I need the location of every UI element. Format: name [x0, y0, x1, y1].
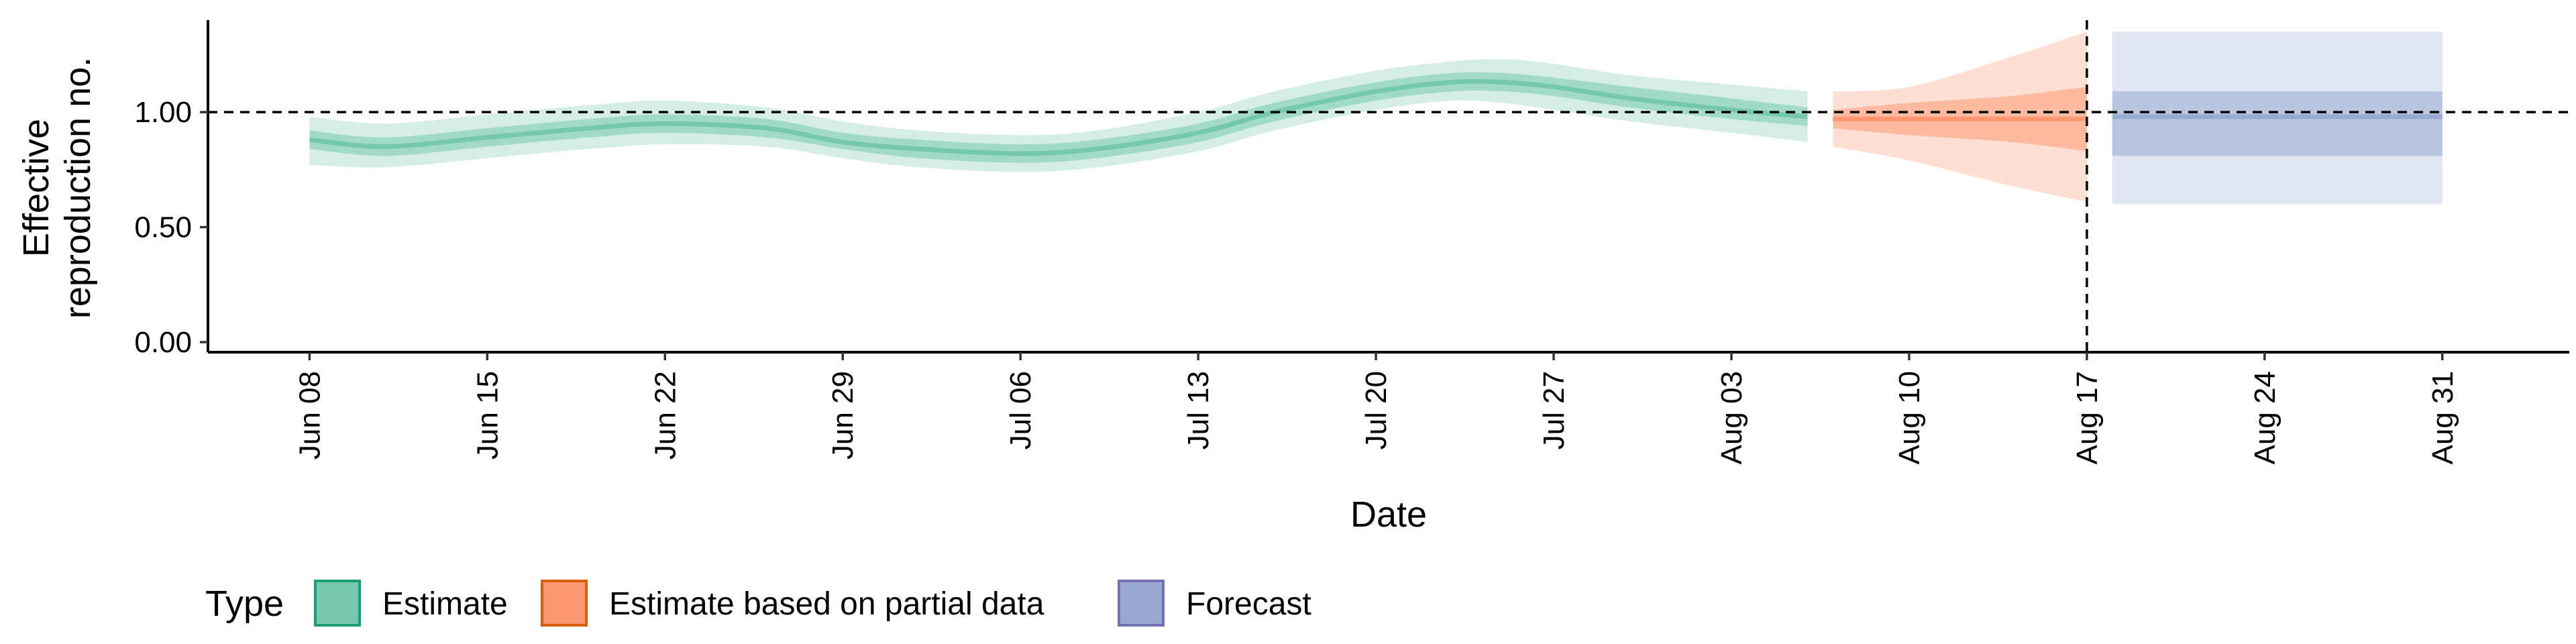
legend-swatch-estimate-based-on-partial-data — [541, 580, 588, 627]
x-tick-label: Jul 06 — [1004, 371, 1037, 449]
legend-label-estimate: Estimate — [382, 586, 508, 622]
y-tick-label: 1.00 — [134, 96, 192, 129]
reference-lines — [208, 20, 2569, 352]
legend-swatch-forecast — [1118, 580, 1165, 627]
x-tick-label: Aug 17 — [2071, 371, 2104, 464]
estimate-band-90 — [309, 59, 1808, 172]
y-tick-label: 0.50 — [134, 211, 192, 244]
forecast-band-50 — [2112, 91, 2443, 156]
y-axis-title-line: reproduction no. — [58, 57, 98, 319]
series-bands — [309, 32, 2443, 205]
x-axis-title: Date — [1350, 494, 1427, 535]
x-tick-label: Aug 10 — [1893, 371, 1926, 464]
x-tick-label: Jun 29 — [826, 371, 859, 460]
x-tick-label: Jul 27 — [1538, 371, 1570, 449]
axes: 0.00 0.50 1.00 Jun 08 Jun 15 Jun 22 Jun 29 Jul … — [16, 20, 2569, 535]
legend-title: Type — [205, 584, 284, 624]
y-tick-label: 0.00 — [134, 326, 192, 359]
x-tick-label: Jun 15 — [471, 371, 504, 460]
x-tick-label: Jul 13 — [1182, 371, 1215, 449]
legend-swatch-estimate — [314, 580, 361, 627]
legend: Type Estimate Estimate based on partial da… — [205, 580, 1311, 627]
y-axis-title: Effectivereproduction no. — [16, 57, 98, 319]
y-axis-title-line: Effective — [16, 119, 56, 257]
x-tick-label: Jul 20 — [1360, 371, 1393, 449]
series-medians — [309, 78, 2443, 156]
x-tick-label: Jun 08 — [293, 371, 326, 460]
x-tick-label: Aug 24 — [2249, 371, 2282, 464]
x-tick-label: Aug 31 — [2426, 371, 2459, 464]
legend-label-forecast: Forecast — [1186, 586, 1311, 622]
estimate-median-line — [309, 78, 1808, 156]
x-tick-label: Jun 22 — [649, 371, 682, 460]
x-tick-label: Aug 03 — [1715, 371, 1748, 464]
legend-label-estimate-based-on-partial-data: Estimate based on partial data — [609, 586, 1044, 622]
estimate-band-50 — [309, 72, 1808, 163]
